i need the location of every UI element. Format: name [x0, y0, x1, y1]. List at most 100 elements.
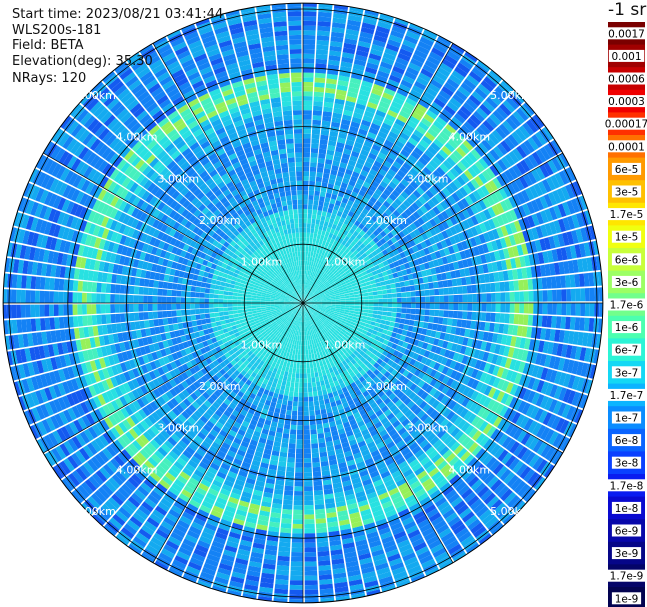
data-cell: [429, 409, 439, 419]
data-cell: [446, 410, 456, 421]
data-cell: [485, 283, 491, 293]
data-cell: [333, 246, 339, 252]
data-cell: [502, 100, 516, 113]
data-cell: [347, 287, 353, 291]
data-cell: [572, 331, 579, 345]
data-cell: [452, 244, 460, 253]
data-cell: [363, 296, 369, 300]
data-cell: [484, 322, 491, 332]
data-cell: [481, 303, 487, 312]
data-cell: [305, 345, 308, 350]
data-cell: [457, 286, 463, 294]
data-cell: [535, 394, 545, 407]
data-cell: [401, 220, 410, 228]
data-cell: [306, 265, 309, 271]
data-cell: [450, 343, 458, 352]
data-cell: [307, 301, 313, 303]
data-cell: [517, 446, 528, 460]
data-cell: [394, 118, 406, 128]
data-cell: [497, 433, 509, 446]
data-cell: [527, 390, 536, 403]
data-cell: [551, 316, 557, 328]
data-cell: [304, 570, 318, 576]
data-cell: [393, 260, 400, 267]
data-cell: [433, 316, 439, 324]
data-cell: [305, 284, 307, 290]
data-cell: [376, 258, 383, 265]
data-cell: [441, 366, 450, 375]
data-cell: [350, 303, 355, 306]
data-cell: [500, 292, 506, 302]
data-cell: [491, 401, 500, 413]
data-cell: [409, 358, 417, 366]
data-cell: [344, 311, 349, 315]
data-cell: [397, 182, 407, 191]
data-cell: [372, 192, 380, 200]
data-cell: [371, 144, 382, 152]
data-cell: [344, 33, 359, 41]
data-cell: [527, 471, 539, 486]
data-cell: [348, 159, 357, 167]
data-cell: [401, 303, 407, 308]
data-cell: [308, 265, 311, 271]
data-cell: [459, 105, 472, 117]
data-cell: [316, 305, 322, 308]
data-cell: [556, 303, 562, 315]
data-cell: [362, 262, 368, 268]
data-cell: [489, 69, 503, 82]
data-cell: [298, 340, 301, 346]
data-cell: [496, 260, 503, 271]
data-cell: [341, 283, 347, 288]
data-cell: [396, 292, 402, 298]
data-cell: [566, 231, 575, 245]
data-cell: [504, 137, 516, 150]
data-cell: [476, 187, 486, 199]
data-cell: [449, 413, 459, 424]
data-cell: [335, 303, 341, 305]
data-cell: [397, 328, 403, 335]
data-cell: [325, 154, 334, 161]
data-cell: [328, 254, 334, 260]
data-cell: [579, 317, 585, 331]
data-cell: [324, 312, 329, 316]
data-cell: [386, 311, 392, 317]
data-cell: [520, 189, 531, 203]
data-cell: [360, 341, 367, 347]
data-cell: [404, 319, 410, 325]
data-cell: [495, 126, 507, 139]
data-cell: [305, 295, 309, 300]
data-cell: [442, 340, 449, 349]
data-cell: [532, 439, 544, 453]
data-cell: [548, 206, 558, 221]
data-cell: [356, 240, 363, 247]
data-cell: [323, 101, 334, 108]
data-cell: [385, 316, 392, 322]
data-cell: [351, 282, 357, 287]
data-cell: [377, 70, 390, 79]
data-cell: [309, 410, 315, 416]
data-cell: [490, 240, 499, 251]
data-cell: [326, 237, 332, 243]
data-cell: [307, 304, 312, 308]
data-cell: [304, 294, 307, 299]
data-cell: [428, 209, 437, 218]
data-cell: [456, 242, 464, 252]
data-cell: [333, 278, 339, 283]
data-cell: [430, 345, 438, 353]
data-cell: [354, 308, 360, 312]
data-cell: [411, 297, 416, 303]
data-cell: [475, 255, 483, 265]
data-cell: [352, 336, 359, 342]
data-cell: [370, 343, 377, 349]
data-cell: [308, 396, 314, 402]
data-cell: [396, 312, 402, 318]
data-cell: [280, 447, 288, 453]
data-cell: [317, 550, 330, 557]
data-cell: [394, 17, 409, 26]
data-cell: [459, 408, 469, 419]
data-cell: [411, 111, 423, 121]
data-cell: [462, 386, 471, 397]
data-cell: [424, 309, 430, 316]
data-cell: [306, 306, 311, 310]
data-cell: [500, 225, 509, 237]
